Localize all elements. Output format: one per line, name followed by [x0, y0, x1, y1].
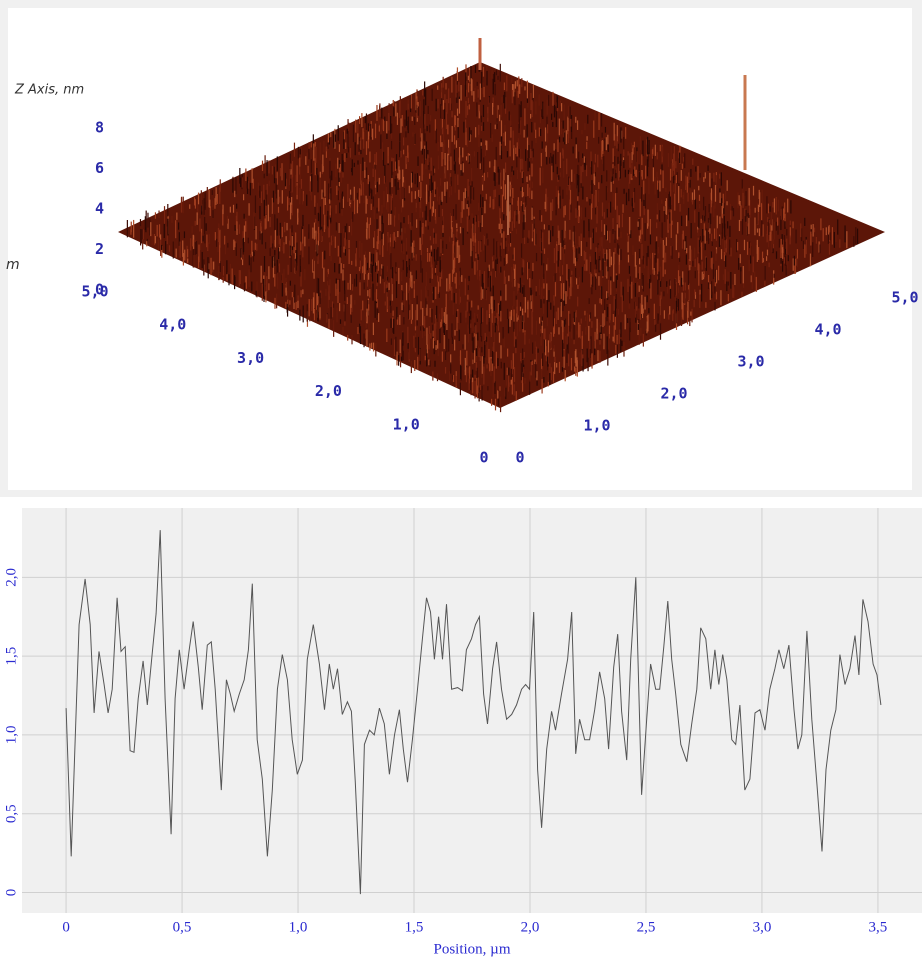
- x-tick-label: 2,0: [521, 919, 540, 935]
- x-tick-label: 1,5: [405, 919, 424, 935]
- y-tick-label: 0,5: [3, 804, 19, 823]
- z-axis-title: Z Axis, nm: [14, 83, 84, 98]
- y-tick-label: 1,5: [3, 647, 19, 666]
- x-tick-label: 4,0: [814, 321, 841, 339]
- axis-label-fragment: m: [6, 257, 20, 273]
- y-tick-label: 3,0: [237, 349, 264, 367]
- x-tick-label: 1,0: [583, 417, 610, 435]
- x-tick-label: 5,0: [891, 289, 918, 307]
- z-tick-label: 4: [95, 200, 104, 218]
- y-tick-label: 2,0: [315, 382, 342, 400]
- x-tick-label: 3,0: [753, 919, 772, 935]
- x-tick-label: 0,5: [173, 919, 192, 935]
- y-tick-label: 1,0: [3, 726, 19, 745]
- x-tick-label: 0: [62, 919, 70, 935]
- z-tick-label: 8: [95, 119, 104, 137]
- x-tick-label: 3,5: [869, 919, 888, 935]
- y-tick-label: 2,0: [3, 568, 19, 587]
- x-tick-label: 2,5: [637, 919, 656, 935]
- z-tick-label: 2: [95, 240, 104, 258]
- x-tick-label: 1,0: [289, 919, 308, 935]
- z-tick-label: 6: [95, 159, 104, 177]
- x-tick-label: 2,0: [660, 385, 687, 403]
- y-tick-label: 0: [3, 889, 19, 897]
- y-tick-label: 4,0: [159, 316, 186, 334]
- x-tick-label: 0: [515, 449, 524, 467]
- page: {"chart_data": [ {"type": "surface3d", "…: [0, 0, 922, 967]
- x-tick-label: 3,0: [737, 353, 764, 371]
- x-axis-title: Position, µm: [434, 941, 511, 957]
- y-tick-label: 0: [479, 449, 488, 467]
- y-tick-label: 5,0: [81, 283, 108, 301]
- y-tick-label: 1,0: [393, 415, 420, 433]
- figure: Z Axis, nm m 0 2 4 6 8 0 1,0 2,0 3,0 4,0 5,0 0 1,0 2,0 3…: [0, 0, 922, 967]
- plot-area: [22, 508, 922, 913]
